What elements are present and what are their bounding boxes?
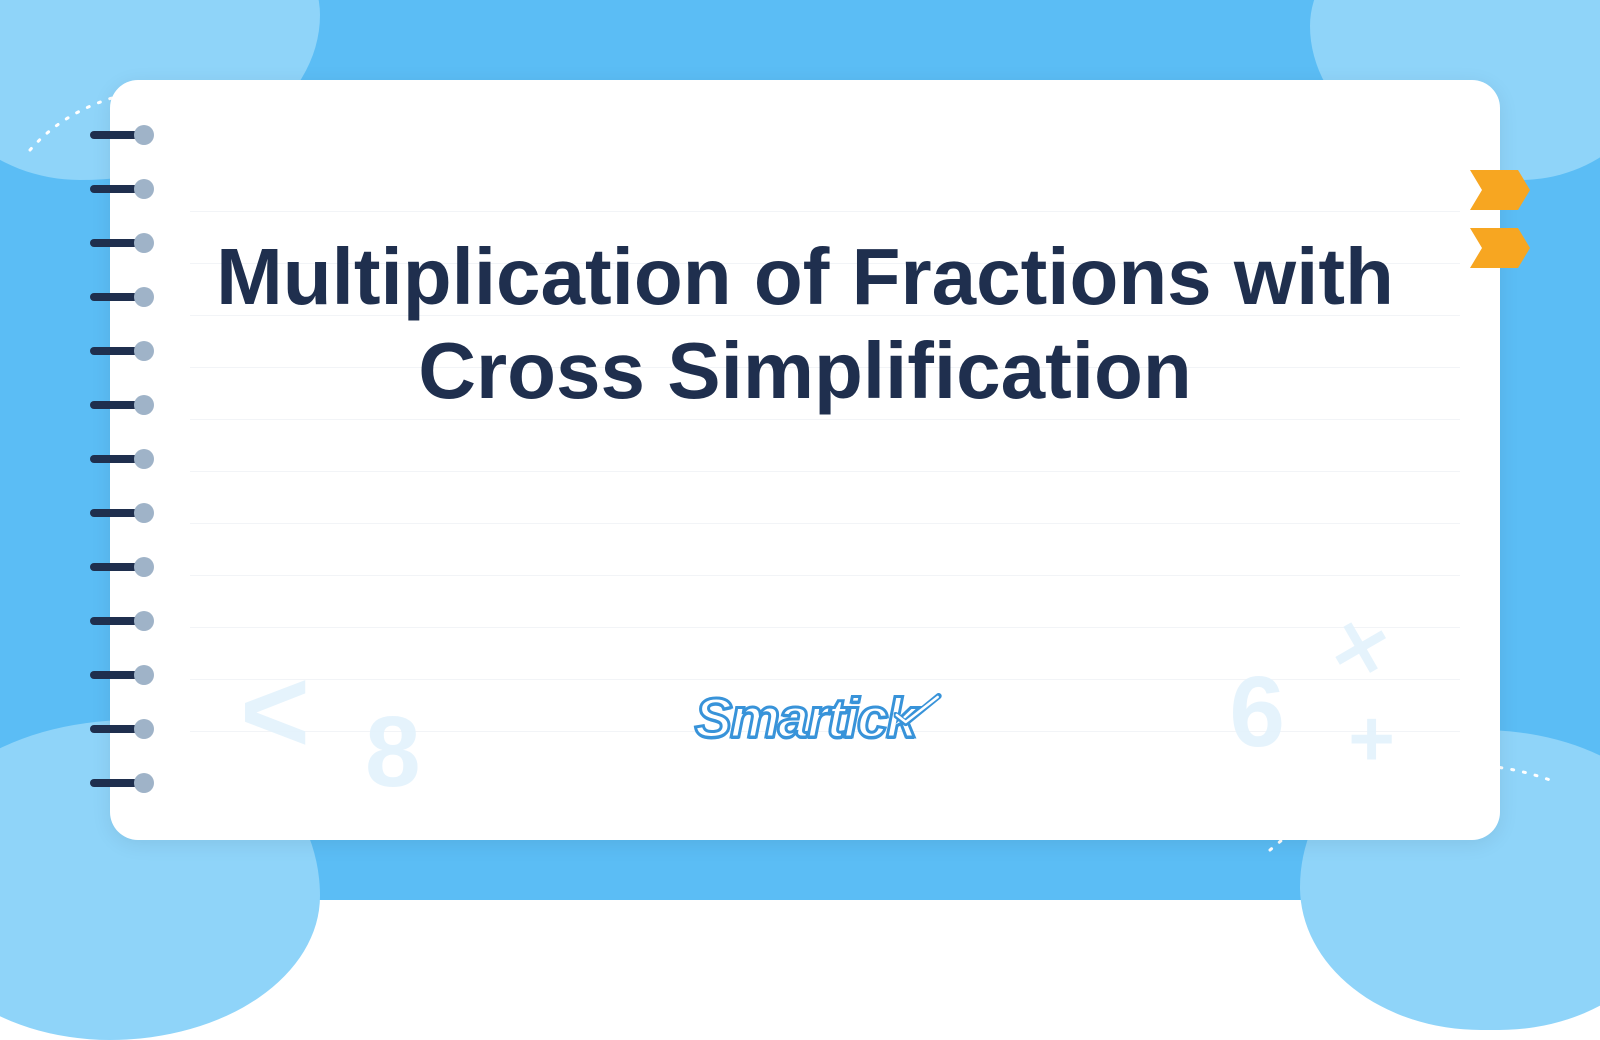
rule-line (190, 576, 1460, 628)
ring (90, 768, 154, 798)
rule-line (190, 160, 1460, 212)
rule-line (190, 524, 1460, 576)
deco-plus-icon: + (1348, 693, 1395, 785)
spiral-rings (90, 120, 154, 798)
ring (90, 120, 154, 150)
ring (90, 498, 154, 528)
notebook-card: Multiplication of Fractions with Cross S… (110, 80, 1500, 840)
ring (90, 174, 154, 204)
ring (90, 606, 154, 636)
ring (90, 552, 154, 582)
deco-eight-icon: 8 (365, 695, 421, 810)
deco-six-icon: 6 (1229, 655, 1285, 770)
page-title: Multiplication of Fractions with Cross S… (110, 230, 1500, 419)
rule-line (190, 420, 1460, 472)
deco-less-than-icon: < (240, 642, 310, 780)
brand-logo-text: Smartick (695, 686, 916, 749)
ring (90, 660, 154, 690)
checkmark-swoosh-icon (893, 693, 943, 728)
bookmark-tab (1470, 170, 1530, 210)
ring (90, 714, 154, 744)
ring (90, 444, 154, 474)
brand-logo: Smartick (695, 685, 916, 750)
rule-line (190, 472, 1460, 524)
